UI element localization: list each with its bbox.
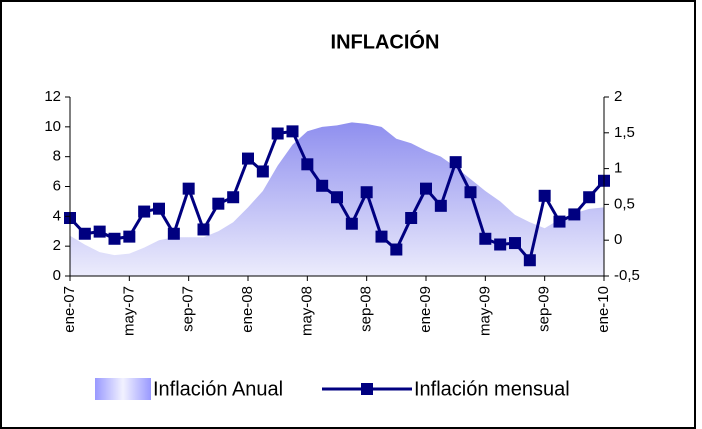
marker bbox=[360, 186, 373, 199]
x-tick-label: ene-10 bbox=[595, 286, 612, 333]
marker bbox=[464, 186, 477, 199]
marker bbox=[553, 215, 566, 228]
marker bbox=[316, 179, 329, 192]
marker bbox=[405, 212, 418, 225]
marker bbox=[434, 199, 447, 212]
marker bbox=[375, 230, 388, 243]
marker bbox=[138, 205, 151, 218]
marker bbox=[271, 127, 284, 140]
y2-tick-label: 2 bbox=[614, 88, 622, 105]
marker bbox=[286, 125, 299, 138]
x-tick-label: sep-07 bbox=[180, 286, 197, 332]
y-tick-label: 2 bbox=[53, 237, 61, 254]
y2-tick-label: 1 bbox=[614, 160, 622, 177]
marker bbox=[479, 232, 492, 245]
x-tick-label: sep-08 bbox=[358, 286, 375, 332]
x-tick-label: ene-09 bbox=[417, 286, 434, 333]
legend-label: Inflación Anual bbox=[153, 378, 283, 400]
marker bbox=[331, 191, 343, 204]
x-tick-label: ene-08 bbox=[239, 286, 256, 333]
marker bbox=[449, 156, 462, 169]
marker bbox=[108, 232, 121, 245]
legend-swatch bbox=[95, 378, 151, 400]
marker bbox=[583, 191, 596, 204]
legend-label: Inflación mensual bbox=[414, 378, 570, 400]
x-tick-label: may-09 bbox=[476, 286, 493, 336]
y-tick-label: 10 bbox=[44, 118, 61, 135]
y-tick-label: 0 bbox=[53, 267, 61, 284]
marker bbox=[420, 182, 432, 195]
marker bbox=[212, 197, 225, 210]
marker bbox=[509, 237, 521, 250]
marker bbox=[197, 223, 210, 236]
x-tick-label: may-08 bbox=[298, 286, 315, 336]
y2-tick-label: 1,5 bbox=[614, 124, 635, 141]
marker bbox=[390, 243, 403, 256]
marker bbox=[494, 238, 507, 251]
y-tick-label: 12 bbox=[44, 88, 61, 105]
y-tick-label: 8 bbox=[53, 148, 61, 165]
marker bbox=[301, 158, 314, 171]
marker bbox=[123, 230, 136, 243]
y-tick-label: 6 bbox=[53, 177, 61, 194]
x-tick-label: sep-09 bbox=[536, 286, 553, 332]
x-tick-label: ene-07 bbox=[61, 286, 78, 333]
marker bbox=[538, 189, 551, 202]
marker bbox=[182, 182, 195, 195]
y2-tick-label: -0,5 bbox=[614, 267, 640, 284]
y-tick-label: 4 bbox=[53, 207, 61, 224]
y2-tick-label: 0,5 bbox=[614, 195, 635, 212]
y2-tick-label: 0 bbox=[614, 231, 622, 248]
marker bbox=[227, 191, 240, 204]
chart-title: INFLACIÓN bbox=[331, 29, 440, 53]
marker bbox=[256, 165, 269, 178]
x-tick-label: may-07 bbox=[120, 286, 137, 336]
marker bbox=[523, 254, 536, 267]
marker bbox=[167, 227, 180, 240]
marker bbox=[242, 152, 254, 165]
marker bbox=[78, 227, 91, 240]
legend-marker bbox=[361, 383, 373, 395]
marker bbox=[153, 202, 165, 215]
marker bbox=[93, 225, 106, 238]
marker bbox=[568, 208, 581, 221]
marker bbox=[345, 217, 358, 230]
